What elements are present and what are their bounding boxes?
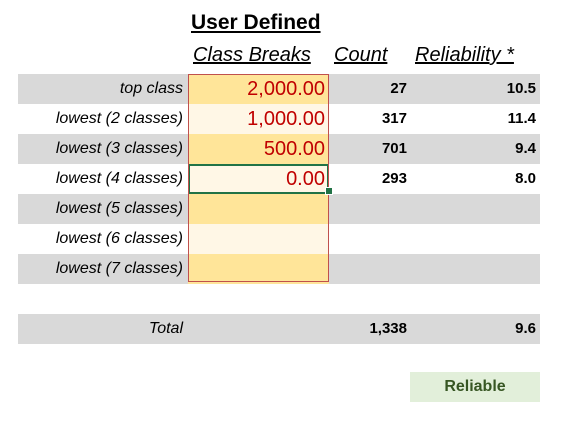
class-break-cell-selected[interactable]: 0.00: [188, 164, 329, 194]
header-reliability: Reliability *: [415, 44, 514, 66]
count-cell: 317: [381, 110, 407, 127]
header-count: Count: [334, 44, 388, 66]
count-cell: 293: [381, 170, 407, 187]
row-label-6-classes: lowest (6 classes): [55, 230, 183, 247]
class-break-cell[interactable]: [188, 194, 329, 224]
class-break-cell[interactable]: 500.00: [188, 134, 329, 164]
row-label-4-classes: lowest (4 classes): [55, 170, 183, 187]
row-label-7-classes: lowest (7 classes): [55, 260, 183, 277]
class-break-cell[interactable]: 1,000.00: [188, 104, 329, 134]
total-count: 1,338: [369, 320, 407, 337]
total-label: Total: [148, 320, 183, 337]
header-class-breaks: Class Breaks: [193, 44, 311, 66]
row-label-top-class: top class: [119, 80, 183, 97]
reliability-status-badge: Reliable: [410, 372, 540, 402]
reliability-cell: 9.4: [515, 140, 536, 157]
row-label-2-classes: lowest (2 classes): [55, 110, 183, 127]
reliability-cell: 10.5: [506, 80, 536, 97]
total-band: [18, 314, 540, 344]
class-break-cell[interactable]: [188, 224, 329, 254]
total-reliability: 9.6: [515, 320, 536, 337]
count-cell: 27: [390, 80, 407, 97]
class-break-cell[interactable]: 2,000.00: [188, 74, 329, 104]
reliability-cell: 11.4: [507, 110, 536, 127]
row-label-3-classes: lowest (3 classes): [55, 140, 183, 157]
section-title: User Defined: [191, 11, 321, 34]
count-cell: 701: [381, 140, 407, 157]
row-label-5-classes: lowest (5 classes): [55, 200, 183, 217]
class-break-cell[interactable]: [188, 254, 329, 284]
reliability-cell: 8.0: [515, 170, 536, 187]
fill-handle[interactable]: [325, 187, 333, 195]
